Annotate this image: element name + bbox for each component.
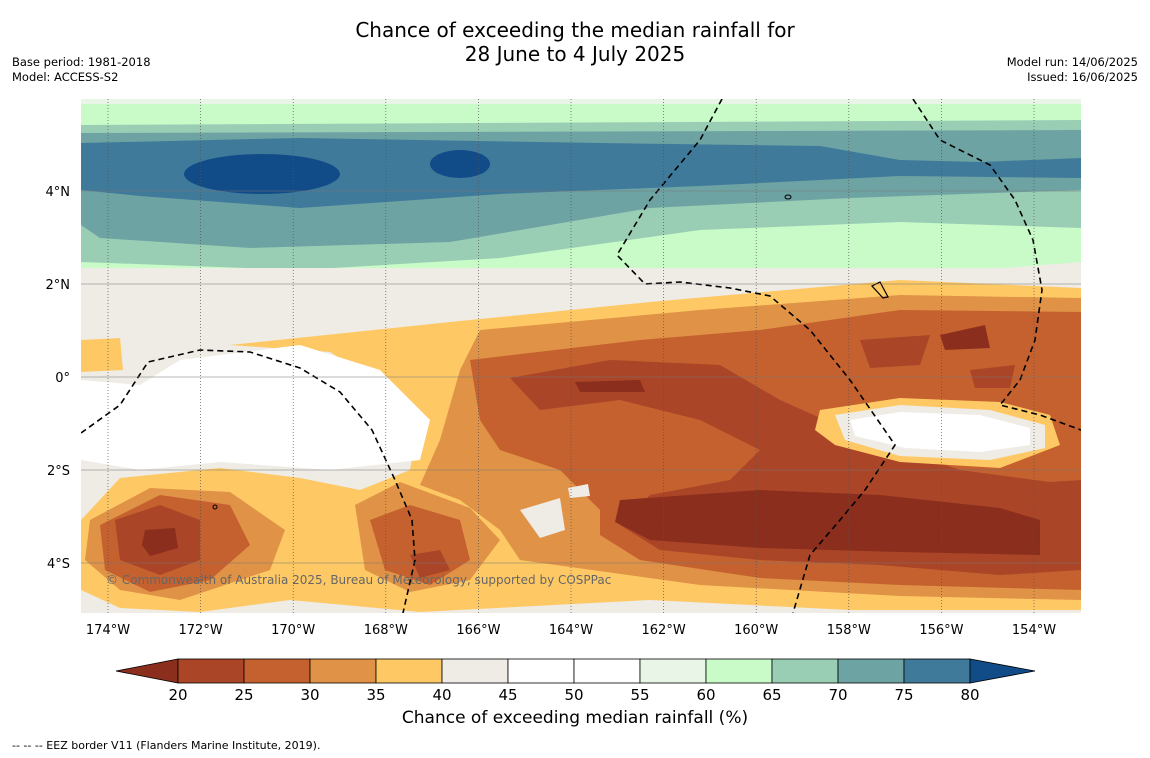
colorbar-tick-label: 75 bbox=[894, 686, 913, 700]
colorbar-swatch bbox=[375, 658, 443, 684]
longitude-label: 156°W bbox=[919, 623, 963, 638]
longitude-label: 174°W bbox=[86, 623, 130, 638]
title-line-2: 28 June to 4 July 2025 bbox=[464, 42, 686, 66]
latitude-label: 4°S bbox=[47, 557, 70, 572]
colorbar-swatch bbox=[573, 658, 641, 684]
colorbar-tick-label: 45 bbox=[498, 686, 517, 700]
band-60-pocket bbox=[850, 412, 1030, 452]
latitude-label: 2°S bbox=[47, 464, 70, 479]
longitude-labels: 174°W 172°W 170°W 168°W 166°W 164°W 162°W 160°W… bbox=[86, 623, 1056, 638]
colorbar-swatch bbox=[507, 658, 575, 684]
longitude-label: 154°W bbox=[1012, 623, 1056, 638]
colorbar-tick-label: 30 bbox=[300, 686, 319, 700]
map-field bbox=[81, 99, 1081, 613]
colorbar-swatch bbox=[705, 658, 773, 684]
colorbar-ticks: 20 25 30 35 40 45 50 55 60 65 70 75 80 bbox=[168, 686, 979, 700]
band-west-white bbox=[81, 345, 430, 470]
band-below-20 bbox=[142, 325, 1040, 556]
colorbar-tick-label: 20 bbox=[168, 686, 187, 700]
copyright-notice: © Commonwealth of Australia 2025, Bureau… bbox=[106, 573, 611, 587]
colorbar-swatch bbox=[837, 658, 905, 684]
colorbar-swatch bbox=[243, 658, 311, 684]
model-run: Model run: 14/06/2025 bbox=[1006, 55, 1138, 69]
model-name: Model: ACCESS-S2 bbox=[12, 70, 119, 84]
rainfall-map: © Commonwealth of Australia 2025, Bureau… bbox=[46, 99, 1081, 700]
longitude-label: 162°W bbox=[642, 623, 686, 638]
graticule bbox=[81, 99, 1081, 613]
eez-border-east bbox=[912, 99, 1081, 431]
colorbar-label: Chance of exceeding median rainfall (%) bbox=[401, 708, 749, 728]
colorbar-swatch bbox=[771, 658, 839, 684]
longitude-label: 172°W bbox=[179, 623, 223, 638]
colorbar-swatch bbox=[639, 658, 707, 684]
colorbar-tick-label: 60 bbox=[696, 686, 715, 700]
longitude-label: 168°W bbox=[364, 623, 408, 638]
island-marker bbox=[784, 194, 792, 200]
latitude-label: 2°N bbox=[46, 278, 71, 293]
eez-footnote: -- -- -- EEZ border V11 (Flanders Marine… bbox=[12, 739, 321, 752]
eez-border-central bbox=[615, 99, 896, 613]
colorbar-tick-label: 25 bbox=[234, 686, 253, 700]
longitude-label: 166°W bbox=[456, 623, 500, 638]
map-title: Chance of exceeding the median rainfall … bbox=[0, 18, 1150, 66]
colorbar-tick-label: 35 bbox=[366, 686, 385, 700]
issued-date: Issued: 16/06/2025 bbox=[1027, 70, 1138, 84]
colorbar-tick-label: 80 bbox=[960, 686, 979, 700]
colorbar-swatch bbox=[903, 658, 971, 684]
longitude-label: 164°W bbox=[549, 623, 593, 638]
band-75-pocket bbox=[780, 146, 844, 168]
meta-right: Model run: 14/06/2025 Issued: 16/06/2025 bbox=[1007, 55, 1138, 85]
title-line-1: Chance of exceeding the median rainfall … bbox=[355, 18, 795, 42]
eez-border-west bbox=[81, 349, 416, 613]
base-period: Base period: 1981-2018 bbox=[12, 55, 151, 69]
colorbar-tick-label: 70 bbox=[828, 686, 847, 700]
band-white-island bbox=[520, 484, 590, 538]
longitude-label: 170°W bbox=[271, 623, 315, 638]
colorbar-extend-high bbox=[969, 658, 1036, 684]
colorbar-tick-label: 40 bbox=[432, 686, 451, 700]
band-80-high-b bbox=[430, 150, 490, 178]
latitude-label: 0° bbox=[55, 371, 70, 386]
colorbar-tick-label: 65 bbox=[762, 686, 781, 700]
latitude-label: 4°N bbox=[46, 185, 71, 200]
longitude-label: 160°W bbox=[734, 623, 778, 638]
colorbar-swatch bbox=[441, 658, 509, 684]
colorbar-swatch bbox=[309, 658, 377, 684]
colorbar-swatch bbox=[177, 658, 245, 684]
island-marker bbox=[871, 281, 889, 299]
colorbar-tick-label: 55 bbox=[630, 686, 649, 700]
latitude-labels: 4°N 2°N 0° 2°S 4°S bbox=[46, 185, 71, 572]
meta-left: Base period: 1981-2018 Model: ACCESS-S2 bbox=[12, 55, 151, 85]
colorbar-tick-label: 50 bbox=[564, 686, 583, 700]
colorbar-extend-low bbox=[115, 658, 179, 684]
island-marker bbox=[212, 504, 218, 510]
band-80-high-a bbox=[184, 154, 340, 194]
longitude-label: 158°W bbox=[827, 623, 871, 638]
colorbar bbox=[115, 658, 1036, 684]
